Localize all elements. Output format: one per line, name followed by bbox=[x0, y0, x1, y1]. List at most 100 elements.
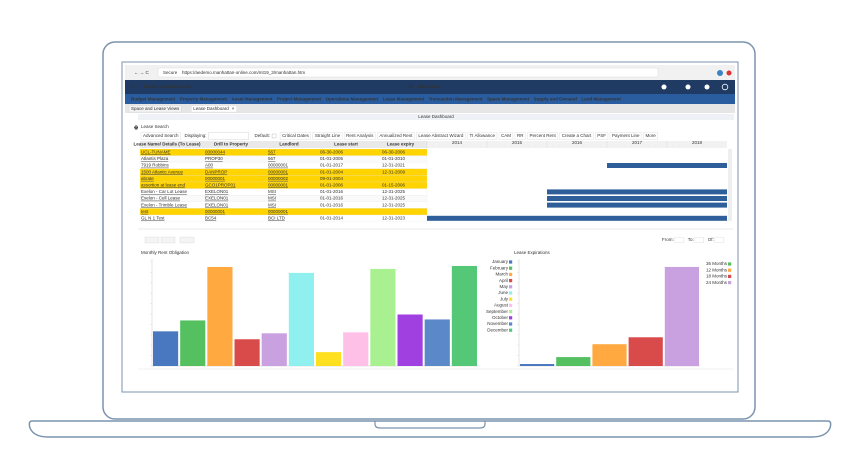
ext-icon[interactable] bbox=[717, 70, 723, 76]
user-icon[interactable] bbox=[721, 83, 729, 91]
pager-input[interactable] bbox=[714, 237, 724, 243]
toolbar-button-frame[interactable] bbox=[527, 132, 558, 140]
cell-link[interactable]: MSI bbox=[268, 196, 276, 201]
checkbox[interactable] bbox=[271, 133, 277, 139]
tab-close[interactable]: × bbox=[232, 106, 235, 111]
toolbar-button-frame[interactable] bbox=[416, 132, 466, 140]
cell-link[interactable]: MSI bbox=[268, 202, 276, 207]
cell-link[interactable]: BC54 bbox=[205, 215, 217, 220]
toolbar-button[interactable]: PSF bbox=[597, 133, 606, 138]
bar bbox=[664, 266, 699, 366]
table-header bbox=[140, 141, 427, 148]
cell-link[interactable]: test bbox=[141, 209, 149, 214]
toolbar-button[interactable]: Payment Line bbox=[612, 133, 640, 138]
cell-link[interactable]: GL N 1 Test bbox=[141, 215, 165, 220]
nav-item[interactable]: Supply and Demand bbox=[534, 97, 578, 102]
menu-icon[interactable]: ☰ bbox=[131, 84, 136, 89]
nav-item[interactable]: Operations Management bbox=[326, 97, 379, 102]
cell-link[interactable]: assortion at lease end bbox=[141, 182, 186, 187]
cell-link[interactable]: 00000001 bbox=[268, 169, 289, 174]
cell-link[interactable]: EXELON01 bbox=[205, 189, 229, 194]
toolbar-button[interactable]: Critical Dates bbox=[282, 133, 310, 138]
toolbar-button-frame[interactable] bbox=[467, 132, 498, 140]
toolbar-button[interactable]: More bbox=[646, 133, 657, 138]
select[interactable] bbox=[208, 132, 249, 140]
cell-link[interactable]: EXELON01 bbox=[205, 202, 229, 207]
tab-label[interactable]: Space and Lease Views bbox=[131, 106, 180, 111]
cell-link[interactable]: A00 bbox=[205, 163, 214, 168]
legend-label: 18 Months bbox=[706, 274, 728, 279]
cell-link[interactable]: 00000001 bbox=[268, 209, 289, 214]
toolbar-button[interactable]: Annualized Rent bbox=[379, 133, 413, 138]
tab[interactable] bbox=[128, 105, 182, 113]
toolbar-button[interactable]: Advanced Search bbox=[143, 133, 179, 138]
cell-link[interactable]: EXELON01 bbox=[205, 196, 229, 201]
cell-link[interactable]: 567 bbox=[268, 149, 276, 154]
dashboards-menu[interactable]: HOME DASHBOARDS bbox=[144, 84, 191, 89]
toolbar-button[interactable]: Lease Abstract Wizard bbox=[418, 133, 464, 138]
nav-arrows[interactable]: ← → C bbox=[134, 70, 150, 75]
nav-item[interactable]: Budget Management bbox=[131, 97, 176, 102]
toolbar-button[interactable]: Create a Chart bbox=[562, 133, 592, 138]
cell-link[interactable]: DANPROP bbox=[205, 169, 227, 174]
toolbar-button-frame[interactable] bbox=[279, 132, 311, 140]
cell-link[interactable]: PROP30 bbox=[205, 156, 223, 161]
header-icon[interactable] bbox=[661, 84, 667, 90]
cell-link[interactable]: 00000001 bbox=[268, 182, 289, 187]
cell-link[interactable]: 7919 Robbins bbox=[141, 163, 170, 168]
ext-icon[interactable] bbox=[726, 70, 732, 76]
toolbar-button-frame[interactable] bbox=[312, 132, 343, 140]
cell-link[interactable]: UCL-TUNAME bbox=[141, 149, 171, 154]
pager-input[interactable] bbox=[694, 237, 704, 243]
cell-link[interactable]: MSI bbox=[268, 189, 276, 194]
cell-link[interactable]: Atlantis Plaza bbox=[141, 156, 169, 161]
toolbar-button-frame[interactable] bbox=[643, 132, 658, 140]
toolbar-button[interactable]: Percent Rent bbox=[529, 133, 556, 138]
tab-label[interactable]: Lease Dashboard bbox=[193, 106, 229, 111]
tab[interactable] bbox=[191, 105, 237, 113]
toolbar-button-frame[interactable] bbox=[377, 132, 415, 140]
toolbar-button[interactable]: Rent Analysis bbox=[346, 133, 374, 138]
toolbar-button-frame[interactable] bbox=[140, 132, 181, 140]
cell-link[interactable]: Exelon - Car Lot Lease bbox=[141, 189, 188, 194]
cell-link[interactable]: BCI LTD bbox=[268, 215, 286, 220]
cell-link[interactable]: 1500 Atlantic Avenue bbox=[141, 169, 183, 174]
toolbar-button-frame[interactable] bbox=[498, 132, 514, 140]
toolbar-button[interactable]: CAM bbox=[501, 133, 511, 138]
cell-link[interactable]: Exelon - Trimble Lease bbox=[141, 202, 188, 207]
pager-input[interactable] bbox=[674, 237, 684, 243]
cell-link[interactable]: GCO1PROP01 bbox=[205, 182, 236, 187]
cell-link[interactable]: 00000001 bbox=[205, 209, 226, 214]
action-button[interactable] bbox=[144, 236, 160, 244]
toolbar-button-frame[interactable] bbox=[609, 132, 642, 140]
nav-item[interactable]: Transaction Management bbox=[429, 97, 484, 102]
cell-link[interactable]: 00000044 bbox=[205, 149, 226, 154]
print-icon[interactable]: 🖶 bbox=[134, 125, 139, 130]
gantt-bar bbox=[547, 202, 727, 208]
cell-link[interactable]: 567 bbox=[268, 156, 276, 161]
header-icon[interactable] bbox=[704, 84, 710, 90]
nav-item[interactable]: Asset Management bbox=[232, 97, 274, 102]
nav-item[interactable]: Space Management bbox=[487, 97, 530, 102]
cell: 12-31-2025 bbox=[382, 202, 406, 207]
toolbar-button[interactable]: Straight Line bbox=[315, 133, 341, 138]
header-icon[interactable] bbox=[685, 84, 691, 90]
nav-item[interactable]: Land Management bbox=[581, 97, 621, 102]
cell-link[interactable]: 00000002 bbox=[268, 176, 289, 181]
nav-item[interactable]: Lease Management bbox=[383, 97, 425, 102]
nav-item[interactable]: Project Management bbox=[277, 97, 322, 102]
cell-link[interactable]: 00000001 bbox=[205, 176, 226, 181]
toolbar-button[interactable]: TI Allowance bbox=[469, 133, 495, 138]
action-button[interactable] bbox=[160, 236, 176, 244]
toolbar-button-frame[interactable] bbox=[595, 132, 609, 140]
cell-link[interactable]: Exelon - Cell Lease bbox=[141, 196, 181, 201]
address-bar[interactable] bbox=[157, 67, 659, 78]
toolbar-button-frame[interactable] bbox=[559, 132, 594, 140]
toolbar-button-frame[interactable] bbox=[343, 132, 376, 140]
action-button[interactable] bbox=[179, 236, 195, 244]
cell-link[interactable]: 00000001 bbox=[268, 163, 289, 168]
toolbar-button-frame[interactable] bbox=[514, 132, 526, 140]
toolbar-button[interactable]: RR bbox=[517, 133, 524, 138]
cell-link[interactable]: abrate bbox=[141, 176, 154, 181]
nav-item[interactable]: Property Management bbox=[180, 97, 228, 102]
